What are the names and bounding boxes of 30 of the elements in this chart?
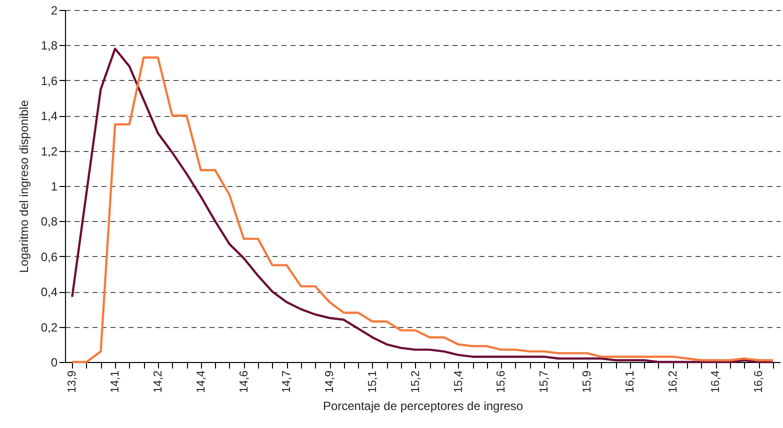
y-axis-title: Logaritmo del ingreso disponible [16, 100, 31, 273]
x-tick-label: 16,1 [624, 370, 636, 393]
x-tick-label: 15,6 [496, 370, 508, 393]
y-tick-label: 0 [50, 356, 58, 370]
x-tick-label: 15,7 [538, 370, 551, 393]
x-tick-label: 14,6 [238, 370, 250, 393]
y-tick-label: 1,2 [40, 144, 58, 158]
y-tick-label: 0,8 [40, 214, 58, 229]
x-tick-label: 14,9 [324, 370, 336, 393]
x-tick-label: 16,6 [753, 370, 766, 393]
y-tick-label: 1,6 [40, 74, 58, 88]
x-tick-label: 15,1 [366, 370, 379, 393]
x-tick-label: 14,2 [152, 370, 164, 393]
x-tick-label: 14,1 [110, 370, 122, 393]
y-tick-label: 1 [50, 180, 58, 194]
y-tick-label: 0,4 [40, 285, 58, 300]
y-tick-label: 0,6 [40, 250, 58, 264]
x-tick-label: 15,2 [410, 370, 422, 393]
x-tick-label: 15,9 [581, 370, 594, 393]
x-tick-label: 15,4 [452, 370, 465, 393]
x-axis-title: Porcentaje de perceptores de ingreso [322, 398, 524, 413]
y-tick-label: 0,2 [40, 320, 58, 334]
x-tick-label: 16,4 [710, 370, 722, 393]
y-tick-label: 1,4 [40, 109, 58, 124]
x-tick-label: 14,4 [195, 370, 208, 393]
x-tick-label: 13,9 [66, 370, 79, 393]
y-tick-label: 2 [50, 4, 58, 18]
y-tick-label: 1,8 [40, 38, 58, 53]
x-tick-label: 14,7 [281, 370, 294, 393]
x-tick-label: 16,2 [667, 370, 680, 393]
